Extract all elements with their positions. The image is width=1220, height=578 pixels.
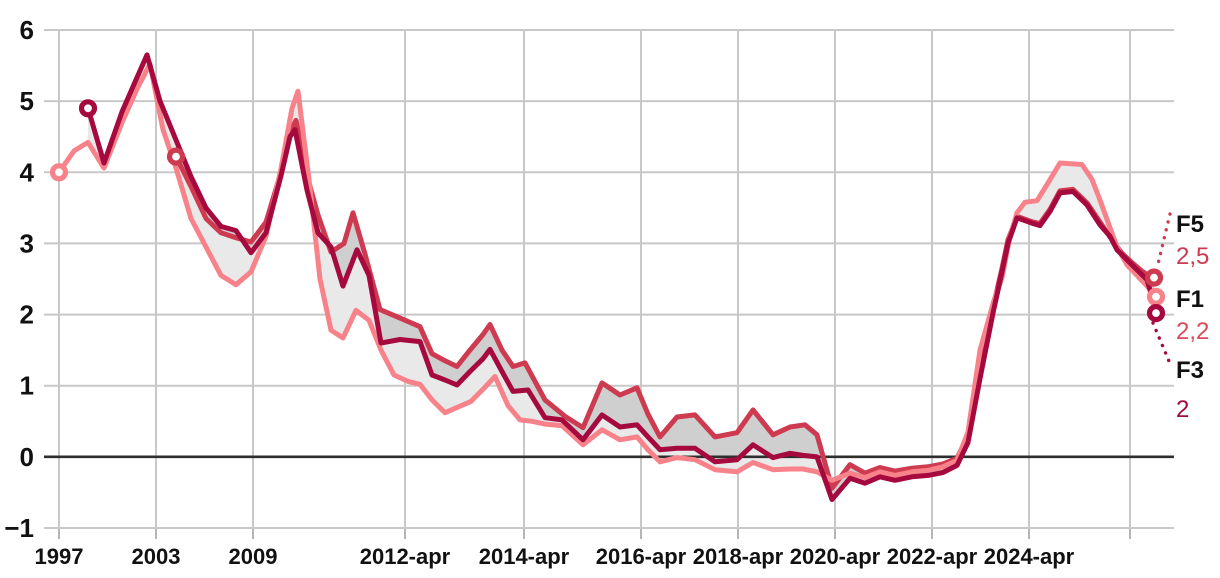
x-axis-label: 2024-apr: [984, 544, 1075, 569]
y-axis-label: 0: [20, 442, 34, 472]
data-point-marker-F1: [1146, 287, 1166, 306]
y-axis-label: 4: [20, 157, 35, 187]
series-lines: [56, 52, 1159, 502]
x-axis-label: 2012-apr: [360, 544, 451, 569]
leader-lines: [1151, 212, 1173, 368]
y-axis-label: 5: [20, 86, 34, 116]
y-axis-label: 3: [20, 228, 34, 258]
y-axis-label: −1: [4, 513, 34, 543]
x-axis-label: 2014-apr: [479, 544, 570, 569]
data-point-marker-F5: [166, 147, 186, 166]
y-axis-label: 1: [20, 371, 34, 401]
x-axis-label: 2022-apr: [887, 544, 978, 569]
series-line-F1: [56, 61, 1159, 483]
x-axis-label: 2009: [229, 544, 278, 569]
data-point-marker-F1: [49, 163, 69, 182]
x-axis-label: 2018-apr: [693, 544, 784, 569]
data-point-marker-F3: [78, 99, 98, 118]
series-line-F5: [173, 117, 1157, 491]
data-point-marker-F5: [1144, 268, 1164, 287]
x-axis-label: 2016-apr: [596, 544, 687, 569]
gridlines: [44, 29, 1174, 539]
x-axis-label: 2003: [132, 544, 181, 569]
y-axis-label: 2: [20, 300, 34, 330]
leader-line-F5: [1155, 212, 1172, 270]
data-point-marker-F3: [1146, 304, 1166, 323]
series-line-F3: [85, 52, 1159, 502]
series-markers: [49, 99, 1166, 323]
x-axis-label: 2020-apr: [790, 544, 881, 569]
x-axis-label: 1997: [35, 544, 84, 569]
band-F3-F5: [176, 120, 1154, 500]
leader-line-F3: [1151, 321, 1173, 368]
y-axis-label: 6: [20, 15, 34, 45]
